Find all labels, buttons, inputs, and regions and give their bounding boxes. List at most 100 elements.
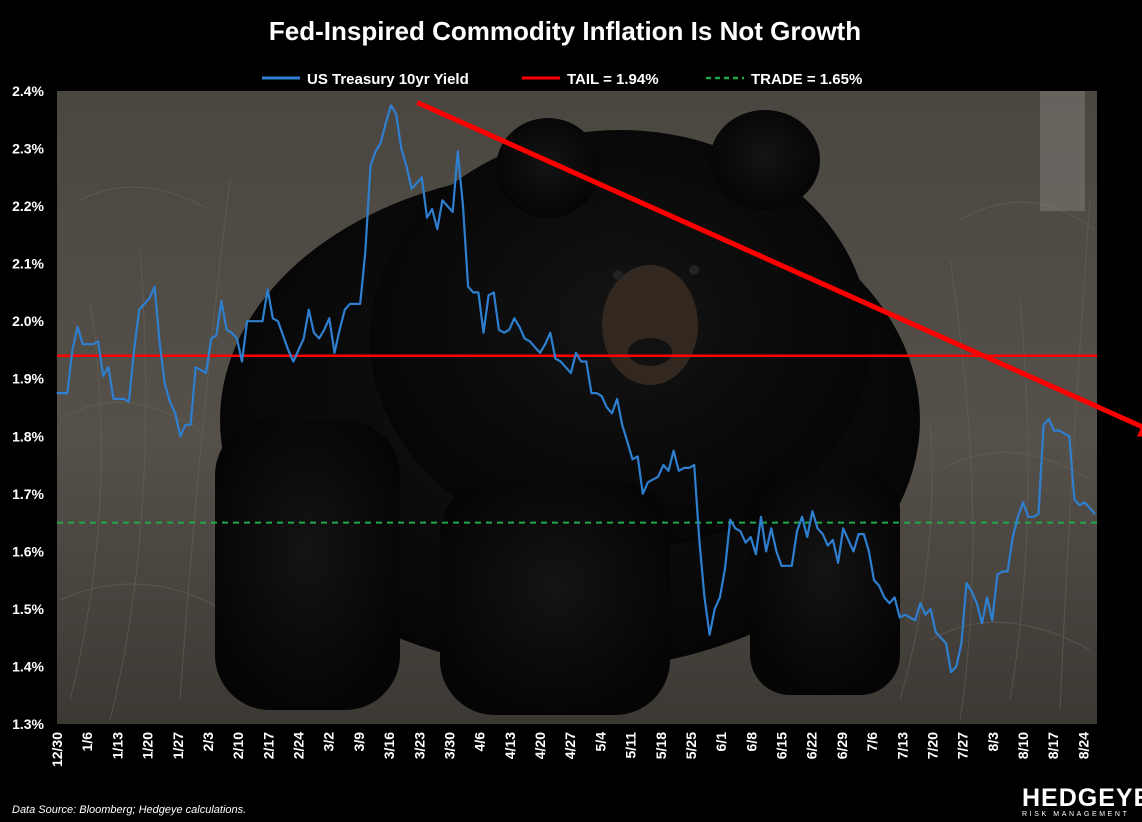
background-brush — [59, 179, 1096, 721]
yield-point — [760, 516, 762, 518]
yield-point — [231, 332, 233, 334]
yield-point — [354, 303, 356, 305]
x-tick-label: 6/22 — [804, 732, 820, 759]
yield-point — [446, 205, 449, 207]
yield-point — [1037, 513, 1040, 515]
yield-point — [976, 602, 978, 604]
yield-point — [606, 406, 608, 409]
yield-point — [462, 205, 464, 207]
yield-point — [647, 481, 649, 483]
yield-point — [811, 510, 814, 512]
yield-point — [673, 450, 675, 452]
yield-point — [667, 470, 670, 472]
yield-point — [852, 550, 855, 553]
yield-point — [416, 182, 418, 184]
yield-point — [421, 176, 423, 178]
yield-point — [642, 493, 644, 495]
yield-point — [159, 343, 161, 345]
yield-point — [395, 113, 397, 115]
y-tick-label: 1.7% — [12, 486, 44, 502]
yield-point — [359, 303, 361, 305]
yield-point — [143, 303, 145, 305]
yield-point — [575, 352, 577, 354]
yield-point — [256, 320, 258, 322]
yield-point — [441, 199, 443, 201]
yield-point — [745, 542, 747, 544]
yield-point — [246, 320, 248, 322]
yield-point — [688, 467, 690, 469]
x-tick-label: 3/23 — [411, 732, 427, 759]
yield-point — [827, 545, 829, 547]
yield-point — [477, 291, 479, 293]
yield-point — [1048, 418, 1050, 420]
yield-point — [375, 150, 377, 152]
yield-point — [77, 326, 79, 328]
yield-point — [524, 337, 526, 339]
yield-point — [457, 150, 459, 152]
x-tick-label: 1/13 — [109, 732, 125, 759]
yield-point — [637, 455, 639, 457]
yield-point — [323, 329, 325, 331]
yield-point — [518, 326, 521, 328]
x-tick-label: 5/11 — [623, 732, 639, 759]
x-tick-label: 4/20 — [532, 732, 548, 759]
yield-point — [1079, 504, 1081, 506]
yield-point — [554, 358, 557, 360]
trend-arrow-head — [1137, 425, 1142, 437]
yield-point — [534, 346, 536, 348]
y-tick-label: 1.6% — [12, 543, 44, 559]
yield-point — [1084, 501, 1086, 503]
yield-point — [1043, 424, 1045, 426]
yield-point — [241, 360, 243, 363]
x-tick-label: 5/25 — [683, 732, 699, 759]
x-tick-label: 3/9 — [351, 732, 367, 752]
yield-point — [719, 596, 721, 599]
yield-point — [585, 360, 587, 363]
yield-point — [123, 398, 125, 400]
x-tick-label: 2/24 — [291, 732, 307, 759]
yield-point — [765, 550, 767, 553]
yield-point — [56, 392, 58, 394]
y-tick-label: 1.5% — [12, 601, 44, 617]
yield-point — [328, 317, 330, 319]
x-tick-label: 6/8 — [743, 732, 759, 752]
yield-point — [868, 550, 870, 553]
yield-point — [154, 286, 156, 288]
yield-point — [755, 553, 757, 555]
x-tick-label: 4/27 — [562, 732, 578, 759]
legend-label-tail: TAIL = 1.94% — [567, 71, 659, 88]
yield-point — [899, 616, 901, 619]
yield-point — [883, 596, 885, 599]
yield-point — [786, 565, 788, 567]
yield-point — [308, 309, 310, 311]
yield-point — [1012, 536, 1014, 538]
yield-point — [945, 642, 947, 645]
yield-point — [210, 337, 212, 339]
x-tick-label: 4/6 — [472, 732, 488, 752]
yield-point — [847, 539, 849, 541]
yield-point — [529, 340, 531, 342]
yield-point — [318, 337, 320, 339]
yield-point — [539, 352, 541, 354]
yield-point — [174, 412, 176, 414]
yield-point — [436, 228, 438, 230]
yield-point — [873, 579, 875, 581]
yield-point — [1058, 429, 1060, 432]
yield-point — [179, 435, 181, 437]
yield-point — [940, 637, 942, 639]
yield-point — [488, 294, 490, 296]
yield-point — [452, 211, 454, 213]
yield-point — [138, 309, 140, 311]
yield-point — [683, 467, 685, 469]
yield-point — [714, 608, 716, 610]
x-tick-label: 8/3 — [985, 732, 1001, 752]
trend-arrow-line — [416, 100, 1142, 430]
yield-point — [709, 634, 711, 636]
yield-point — [349, 303, 351, 305]
x-tick-label: 5/18 — [653, 732, 669, 759]
yield-point — [580, 360, 582, 363]
yield-point — [919, 602, 921, 604]
trend-arrow — [416, 100, 1142, 437]
yield-point — [560, 360, 562, 363]
x-tick-label: 7/13 — [894, 732, 910, 759]
